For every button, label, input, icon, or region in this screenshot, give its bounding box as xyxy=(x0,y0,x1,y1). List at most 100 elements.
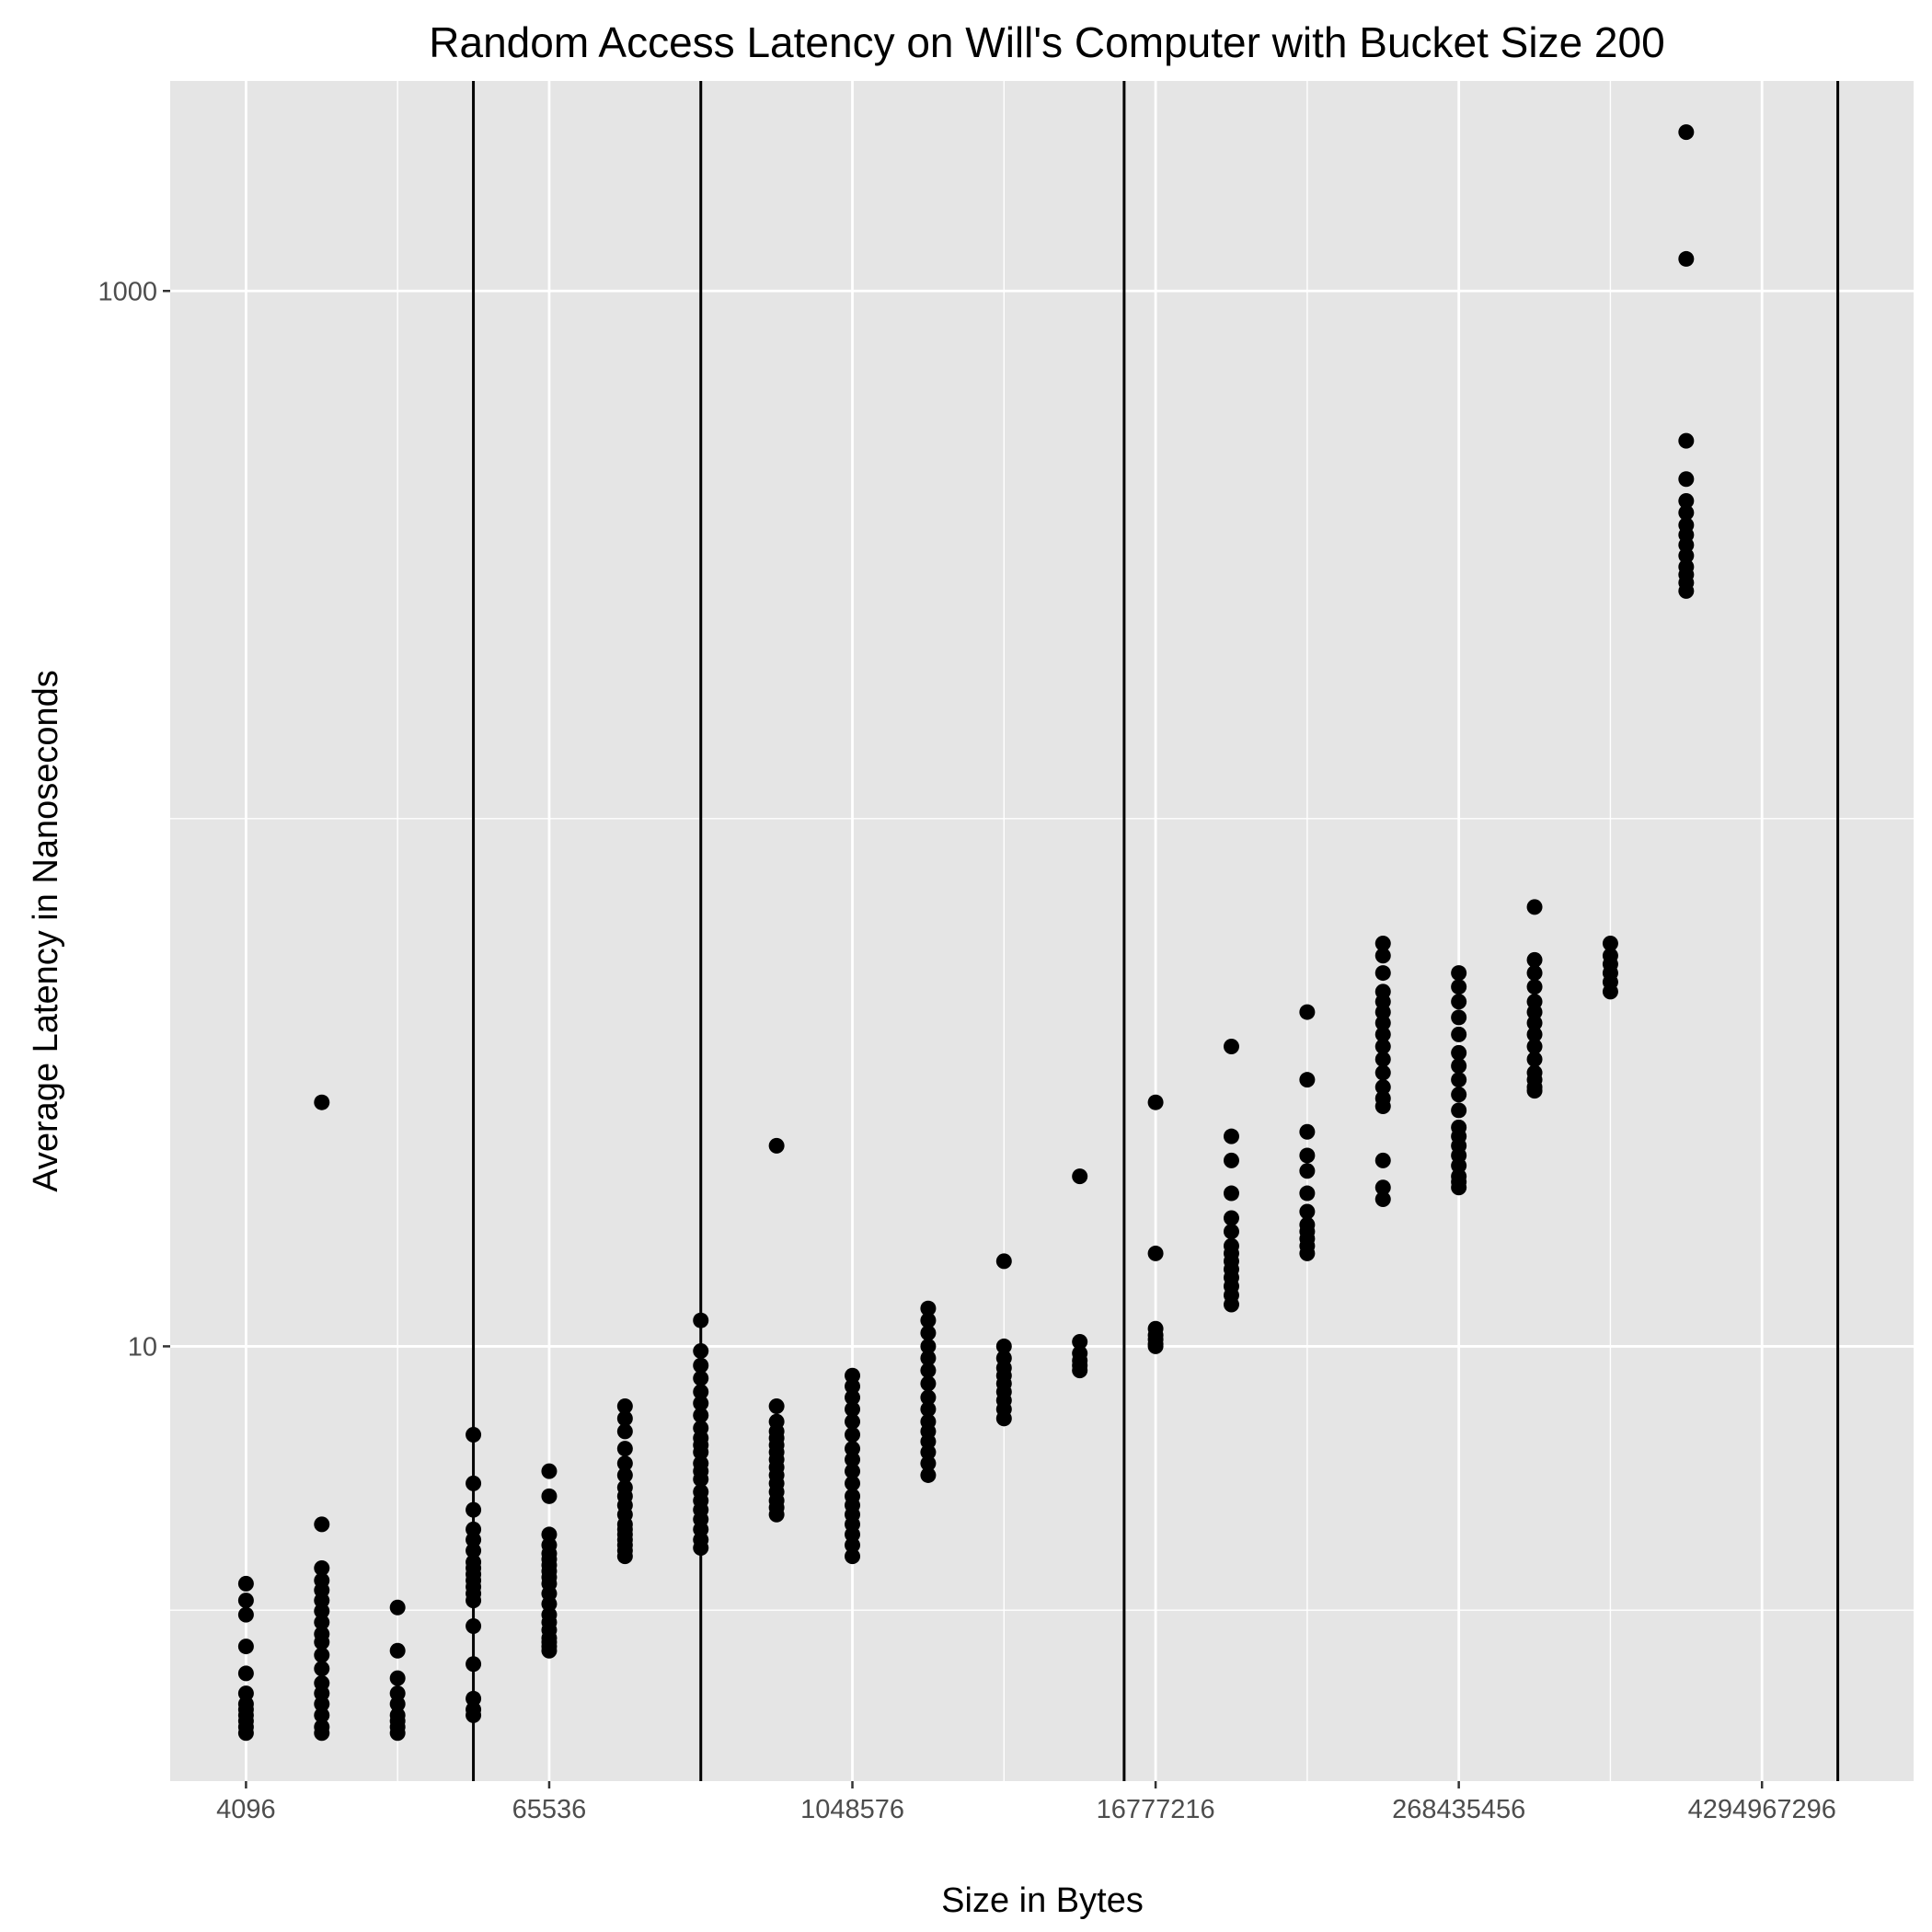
data-point xyxy=(693,1540,709,1557)
data-point xyxy=(1374,1039,1391,1055)
data-point xyxy=(1451,1179,1467,1196)
x-tick-label: 16777216 xyxy=(1097,1795,1215,1824)
data-point xyxy=(1678,432,1695,449)
data-point xyxy=(845,1401,861,1418)
data-point xyxy=(1374,1064,1391,1081)
data-point xyxy=(616,1410,633,1427)
data-point xyxy=(1072,1168,1088,1185)
data-point xyxy=(845,1441,861,1457)
data-point xyxy=(1526,1026,1543,1042)
y-axis-ticks: 10 1000 xyxy=(98,277,170,1362)
data-point xyxy=(1451,1072,1467,1088)
data-point xyxy=(1374,1098,1391,1115)
y-axis-title: Average Latency in Nanoseconds xyxy=(27,670,65,1192)
data-point xyxy=(845,1475,861,1491)
data-point xyxy=(389,1696,406,1712)
data-point xyxy=(1678,493,1695,510)
data-point xyxy=(1451,1009,1467,1026)
data-point xyxy=(616,1441,633,1457)
data-point xyxy=(314,1559,330,1576)
data-point xyxy=(1147,1245,1164,1261)
data-point xyxy=(1602,936,1618,952)
data-point xyxy=(920,1444,937,1461)
data-point xyxy=(693,1342,709,1359)
data-point xyxy=(693,1444,709,1461)
data-point xyxy=(314,1516,330,1533)
data-point xyxy=(845,1463,861,1479)
data-point xyxy=(1299,1245,1316,1261)
data-point xyxy=(1299,1203,1316,1220)
data-point xyxy=(1299,1185,1316,1202)
data-point xyxy=(845,1389,861,1406)
x-tick-label: 4096 xyxy=(216,1795,276,1824)
data-point xyxy=(466,1707,482,1723)
data-point xyxy=(237,1593,254,1609)
data-point xyxy=(1526,1051,1543,1067)
data-point xyxy=(1223,1296,1239,1313)
data-point xyxy=(466,1532,482,1548)
data-point xyxy=(845,1426,861,1443)
x-axis-ticks: 4096 65536 1048576 16777216 268435456 4294967… xyxy=(216,1781,1836,1824)
data-point xyxy=(1223,1185,1239,1202)
data-point xyxy=(1072,1333,1088,1350)
data-point xyxy=(1374,1004,1391,1020)
data-point xyxy=(237,1725,254,1742)
data-point xyxy=(1223,1224,1239,1240)
data-point xyxy=(314,1094,330,1110)
data-point xyxy=(1678,504,1695,521)
data-point xyxy=(237,1639,254,1655)
data-point xyxy=(616,1466,633,1483)
data-point xyxy=(768,1137,785,1154)
data-point xyxy=(1072,1363,1088,1379)
data-point xyxy=(1374,1179,1391,1196)
data-point xyxy=(1223,1152,1239,1168)
data-point xyxy=(1602,983,1618,1000)
data-point xyxy=(1526,951,1543,968)
data-point xyxy=(920,1325,937,1341)
data-point xyxy=(768,1398,785,1415)
data-point xyxy=(1223,1039,1239,1055)
data-point xyxy=(693,1395,709,1411)
data-point xyxy=(1374,1015,1391,1031)
data-point xyxy=(920,1350,937,1366)
data-point xyxy=(1374,1026,1391,1042)
x-tick-label: 1048576 xyxy=(800,1795,904,1824)
data-point xyxy=(845,1452,861,1468)
data-point xyxy=(466,1426,482,1443)
data-point xyxy=(693,1471,709,1488)
data-point xyxy=(1374,1191,1391,1208)
data-point xyxy=(466,1656,482,1673)
data-point xyxy=(314,1603,330,1619)
data-point xyxy=(1299,1163,1316,1179)
y-tick-label: 1000 xyxy=(98,277,157,306)
data-point xyxy=(693,1370,709,1386)
data-point xyxy=(314,1614,330,1630)
data-point xyxy=(1526,1015,1543,1031)
data-point xyxy=(1678,582,1695,599)
data-point xyxy=(616,1548,633,1565)
x-tick-label: 268435456 xyxy=(1392,1795,1525,1824)
data-point xyxy=(1451,965,1467,982)
data-point xyxy=(995,1338,1012,1354)
data-point xyxy=(389,1670,406,1686)
data-point xyxy=(693,1384,709,1400)
data-point xyxy=(920,1466,937,1483)
data-point xyxy=(616,1455,633,1472)
data-point xyxy=(1526,1039,1543,1055)
data-point xyxy=(237,1606,254,1623)
x-tick-label: 4294967296 xyxy=(1688,1795,1836,1824)
data-point xyxy=(845,1378,861,1395)
data-point xyxy=(845,1537,861,1554)
data-point xyxy=(466,1501,482,1518)
data-point xyxy=(1223,1210,1239,1226)
data-point xyxy=(541,1642,558,1659)
data-point xyxy=(314,1661,330,1677)
data-point xyxy=(1147,1094,1164,1110)
data-point xyxy=(616,1398,633,1415)
data-point xyxy=(845,1548,861,1565)
data-point xyxy=(1299,1123,1316,1140)
data-point xyxy=(1451,1058,1467,1075)
data-point xyxy=(389,1599,406,1616)
data-point xyxy=(693,1407,709,1423)
